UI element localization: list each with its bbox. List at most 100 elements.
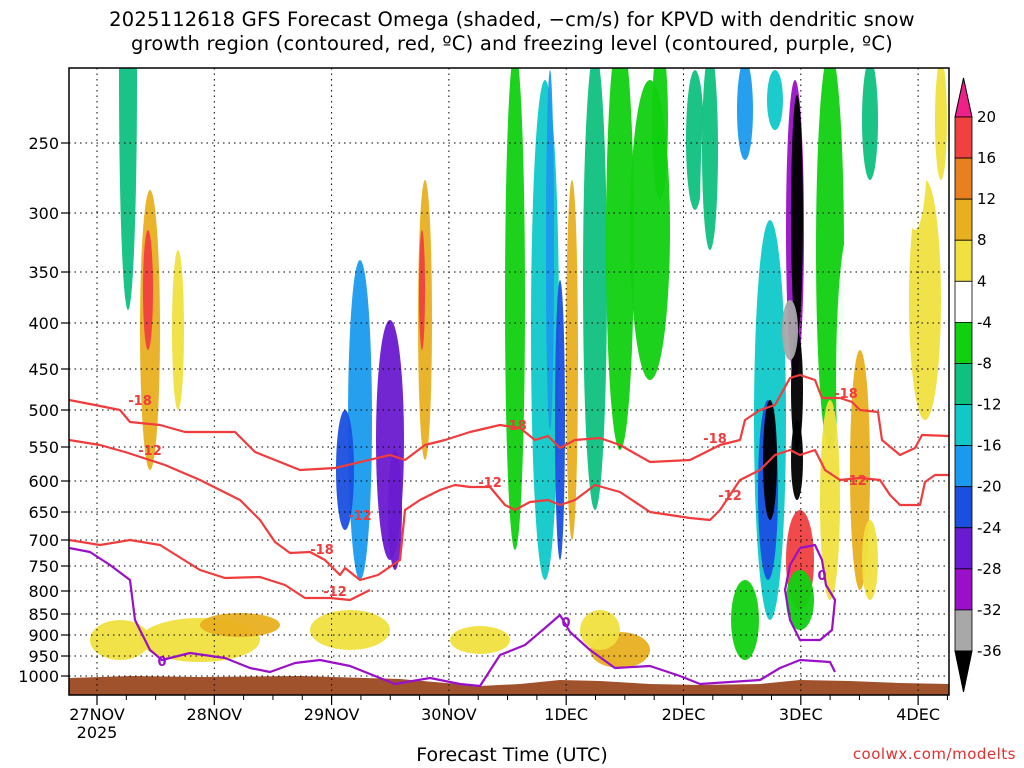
colorbar-segment <box>954 568 973 611</box>
colorbar-label: 16 <box>977 149 996 167</box>
omega-shaded-region <box>686 70 704 210</box>
x-tick-label: 2DEC <box>662 705 706 724</box>
x-tick-label: 30NOV <box>421 705 477 724</box>
contour-line <box>69 438 949 582</box>
y-tick-label: 700 <box>28 531 59 550</box>
dendritic-contour-label: -18 <box>128 394 152 409</box>
contour-line <box>69 538 371 602</box>
omega-shaded-region <box>786 570 814 630</box>
omega-shaded-region <box>583 68 607 510</box>
omega-shaded-region <box>419 230 425 350</box>
y-tick-label: 900 <box>28 626 59 645</box>
omega-shaded-region <box>505 68 525 550</box>
y-tick-label: 750 <box>28 557 59 576</box>
colorbar-segment <box>954 239 973 282</box>
y-tick-label: 650 <box>28 503 59 522</box>
colorbar-segment <box>954 609 973 652</box>
y-tick-label: 800 <box>28 582 59 601</box>
dendritic-contour-label: -18 <box>834 387 858 402</box>
omega-shaded-region <box>820 400 840 600</box>
y-tick-label: 950 <box>28 647 59 666</box>
y-tick-label: 500 <box>28 401 59 420</box>
omega-shaded-region <box>348 260 372 580</box>
omega-shaded-region <box>494 68 506 400</box>
omega-shaded-region <box>191 68 209 230</box>
terrain-surface <box>69 676 949 695</box>
colorbar-segment <box>954 198 973 241</box>
dendritic-contour-label: -12 <box>138 444 162 459</box>
y-axis: 250 300 350 400 450 500 550 600 650 700 750 800 850 9… <box>18 134 69 686</box>
colorbar-segment <box>954 280 973 323</box>
colorbar-segment <box>954 116 973 159</box>
contour-labels: -18 -18 -18 -18 -18 -12 -12 -12 -12 -12 -12 0 0 0 <box>128 387 867 670</box>
omega-shaded-region <box>172 250 184 410</box>
colorbar-segment <box>954 157 973 200</box>
y-tick-label: 1000 <box>18 667 59 686</box>
x-tick-label: 27NOV <box>69 705 125 724</box>
omega-shaded-region <box>782 300 798 360</box>
omega-shaded-region <box>143 230 153 350</box>
terrain-fill <box>69 676 949 695</box>
colorbar-label: -8 <box>977 354 992 372</box>
omega-shaded-region <box>791 330 803 450</box>
y-tick-label: 350 <box>28 263 59 282</box>
omega-shaded-region <box>728 140 752 380</box>
omega-shaded-region <box>767 70 783 130</box>
dendritic-contour-label: -12 <box>843 474 867 489</box>
colorbar-label: -16 <box>977 437 1002 455</box>
omega-shaded-region <box>652 68 668 200</box>
colorbar-label: -24 <box>977 519 1002 537</box>
omega-shaded-region <box>903 70 927 230</box>
omega-shaded-region <box>688 540 712 620</box>
omega-shaded-region <box>450 626 510 654</box>
omega-shaded-region <box>336 410 354 530</box>
colorbar-label: 8 <box>977 231 987 249</box>
contour-line <box>69 546 836 688</box>
colorbar-segment <box>954 77 973 118</box>
x-tick-label: 4DEC <box>896 705 940 724</box>
x-tick-label: 29NOV <box>304 705 360 724</box>
dendritic-contour-label: -18 <box>503 419 527 434</box>
x-tick-label: 1DEC <box>544 705 588 724</box>
omega-shaded-region <box>731 580 759 660</box>
dendritic-contour-label: -12 <box>348 509 372 524</box>
colorbar-segment <box>954 404 973 447</box>
omega-shaded-region <box>531 80 559 580</box>
omega-shaded-region <box>791 95 803 335</box>
source-watermark: coolwx.com/modelts <box>852 745 1016 763</box>
colorbar-label: -20 <box>977 478 1002 496</box>
omega-shaded-region <box>225 70 245 530</box>
freezing-contour-label: 0 <box>157 655 166 670</box>
omega-shaded-region <box>935 68 947 180</box>
omega-shaded-region <box>886 180 914 420</box>
omega-shaded-region <box>119 68 137 310</box>
dendritic-contour-label: -12 <box>478 476 502 491</box>
omega-shaded-region <box>737 68 753 160</box>
colorbar-segment <box>954 527 973 570</box>
colorbar-label: 4 <box>977 272 987 290</box>
omega-shaded-region <box>286 68 314 450</box>
omega-shaded-region <box>90 620 150 660</box>
colorbar-label: -32 <box>977 601 1002 619</box>
colorbar-segment <box>954 650 973 693</box>
dendritic-contour-label: -18 <box>703 432 727 447</box>
y-tick-label: 850 <box>28 605 59 624</box>
omega-shaded-region <box>566 180 578 540</box>
colorbar-label: 12 <box>977 190 996 208</box>
freezing-contour-label: 0 <box>817 569 826 584</box>
freezing-contour-label: 0 <box>561 616 570 631</box>
dendritic-contour-label: -12 <box>323 585 347 600</box>
colorbar-segment <box>954 486 973 529</box>
grid-lines <box>69 68 949 695</box>
omega-shaded-region <box>791 420 803 500</box>
omega-shaded-region <box>442 90 458 390</box>
colorbar: -36 -32 -28 -24 -20 -16 -12 -8 -4 4 8 12 16 20 <box>954 77 1002 693</box>
omega-shaded-region <box>580 610 620 650</box>
colorbar-segment <box>954 445 973 488</box>
omega-shaded-region <box>555 280 565 560</box>
colorbar-label: 20 <box>977 108 996 126</box>
contour-line <box>69 373 949 472</box>
omega-shaded-region <box>862 68 878 180</box>
